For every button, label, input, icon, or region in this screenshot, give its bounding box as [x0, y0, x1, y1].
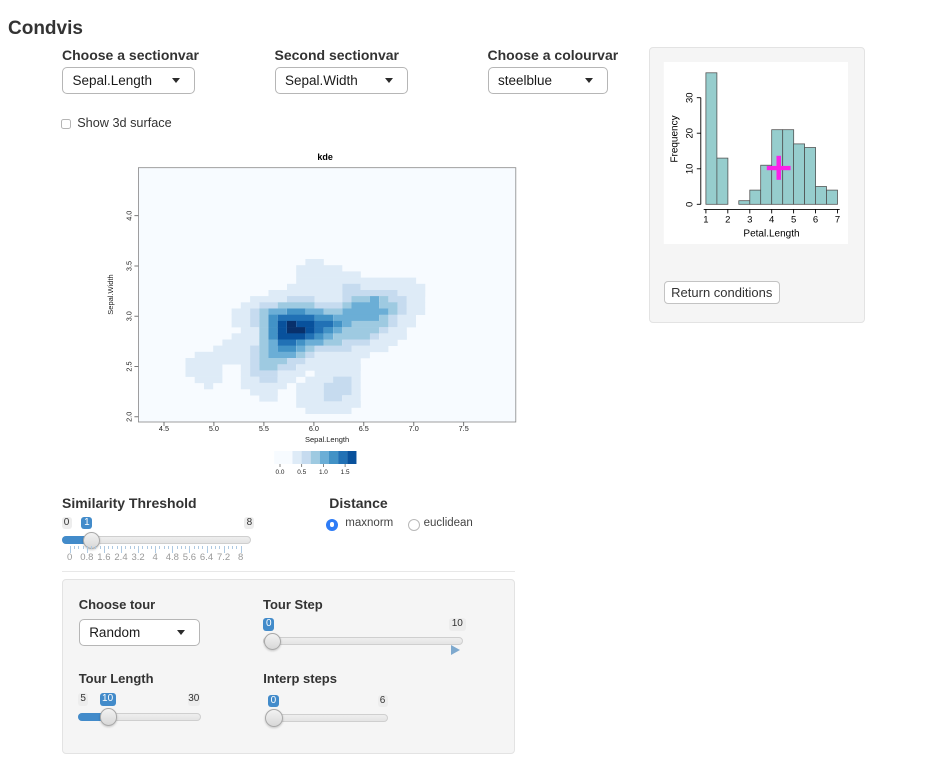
svg-text:3.0: 3.0 [125, 311, 134, 321]
svg-text:2.5: 2.5 [125, 361, 134, 371]
svg-text:Frequency: Frequency [670, 115, 681, 162]
svg-text:6: 6 [813, 215, 818, 226]
svg-text:5.0: 5.0 [209, 424, 219, 433]
svg-text:3: 3 [747, 215, 752, 226]
svg-text:20: 20 [685, 128, 696, 139]
svg-text:1.0: 1.0 [319, 469, 328, 476]
svg-text:2: 2 [725, 215, 730, 226]
svg-text:4: 4 [769, 215, 774, 226]
svg-text:7.5: 7.5 [459, 424, 469, 433]
svg-text:6.0: 6.0 [309, 424, 319, 433]
svg-text:2.0: 2.0 [125, 412, 134, 422]
svg-text:5.5: 5.5 [259, 424, 269, 433]
svg-text:Petal.Length: Petal.Length [743, 229, 799, 240]
svg-text:5: 5 [791, 215, 796, 226]
svg-text:4.0: 4.0 [125, 211, 134, 221]
svg-text:6.5: 6.5 [359, 424, 369, 433]
svg-text:7.0: 7.0 [409, 424, 419, 433]
svg-text:30: 30 [685, 92, 696, 103]
svg-text:kde: kde [317, 152, 333, 162]
svg-text:Sepal.Length: Sepal.Length [305, 435, 349, 444]
svg-text:0: 0 [685, 202, 696, 207]
svg-text:0.0: 0.0 [276, 469, 285, 476]
svg-text:10: 10 [685, 164, 696, 175]
svg-text:3.5: 3.5 [125, 261, 134, 271]
svg-text:7: 7 [835, 215, 840, 226]
svg-text:1: 1 [703, 215, 708, 226]
svg-text:1.5: 1.5 [341, 469, 350, 476]
svg-text:4.5: 4.5 [159, 424, 169, 433]
svg-text:Sepal.Width: Sepal.Width [106, 274, 115, 314]
svg-text:0.5: 0.5 [297, 469, 306, 476]
